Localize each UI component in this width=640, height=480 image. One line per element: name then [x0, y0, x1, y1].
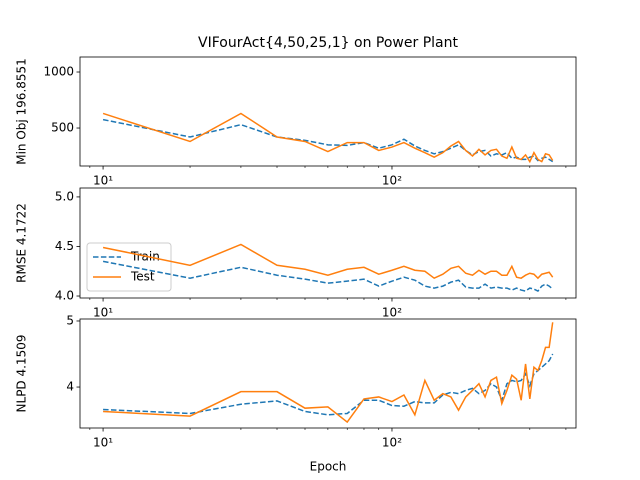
- y-tick-label: 5.0: [55, 189, 74, 203]
- axes-frame: [79, 56, 577, 167]
- y-tick-label: 4.5: [55, 239, 74, 253]
- subplot: VIFourAct{4,50,25,1} on Power Plant Min O…: [15, 35, 577, 188]
- x-tick-label: 10²: [382, 436, 402, 450]
- x-axis-label: Epoch: [310, 460, 347, 474]
- subplot: NLPD 4.1509 Epoch 10¹ 10² 4 5: [15, 313, 577, 474]
- x-tick-label: 10¹: [93, 436, 113, 450]
- legend-label: Test: [130, 270, 155, 284]
- y-tick-label: 1000: [43, 65, 74, 79]
- plot-area: [80, 57, 576, 166]
- y-tick-label: 5: [66, 313, 74, 327]
- axes-frame: [79, 187, 577, 299]
- series-line: [103, 322, 554, 424]
- y-tick-label: 4.0: [55, 289, 74, 303]
- x-tick-label: 10²: [382, 174, 402, 188]
- series-line: [102, 112, 554, 164]
- y-tick-label: 500: [51, 121, 74, 135]
- series-line: [102, 260, 554, 293]
- series-line: [102, 243, 554, 280]
- x-tick-label: 10¹: [93, 306, 113, 320]
- y-axis-label: RMSE 4.1722: [15, 203, 29, 283]
- y-axis-label: NLPD 4.1509: [15, 335, 29, 413]
- y-axis-label: Min Obj 196.8551: [15, 58, 29, 165]
- plot-area: [80, 319, 576, 428]
- axes-frame: [79, 318, 577, 429]
- x-tick-label: 10¹: [93, 174, 113, 188]
- x-tick-label: 10²: [382, 306, 402, 320]
- y-tick-label: 4: [66, 380, 74, 394]
- series-line: [103, 353, 554, 416]
- chart-title: VIFourAct{4,50,25,1} on Power Plant: [198, 35, 458, 51]
